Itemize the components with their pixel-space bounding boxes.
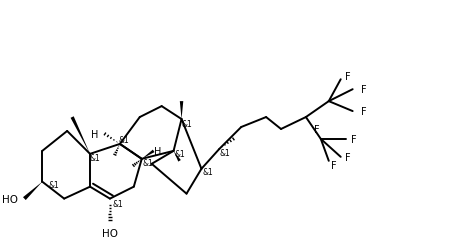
Text: &1: &1	[118, 136, 129, 145]
Text: F: F	[361, 107, 366, 117]
Text: &1: &1	[90, 154, 100, 163]
Text: F: F	[351, 134, 356, 144]
Text: F: F	[314, 124, 320, 135]
Text: HO: HO	[2, 194, 19, 204]
Polygon shape	[142, 150, 154, 159]
Text: &1: &1	[181, 119, 192, 128]
Text: H: H	[154, 146, 162, 156]
Text: HO: HO	[102, 229, 118, 238]
Text: &1: &1	[142, 159, 153, 168]
Text: F: F	[361, 85, 366, 95]
Text: H: H	[91, 130, 99, 139]
Polygon shape	[180, 102, 183, 119]
Text: &1: &1	[113, 199, 123, 208]
Polygon shape	[173, 151, 181, 162]
Text: &1: &1	[202, 168, 213, 177]
Text: &1: &1	[49, 180, 59, 190]
Text: F: F	[345, 152, 350, 162]
Text: F: F	[345, 72, 350, 82]
Text: &1: &1	[220, 149, 231, 158]
Text: F: F	[331, 160, 336, 170]
Polygon shape	[23, 182, 42, 200]
Text: &1: &1	[174, 150, 185, 159]
Polygon shape	[71, 117, 90, 154]
